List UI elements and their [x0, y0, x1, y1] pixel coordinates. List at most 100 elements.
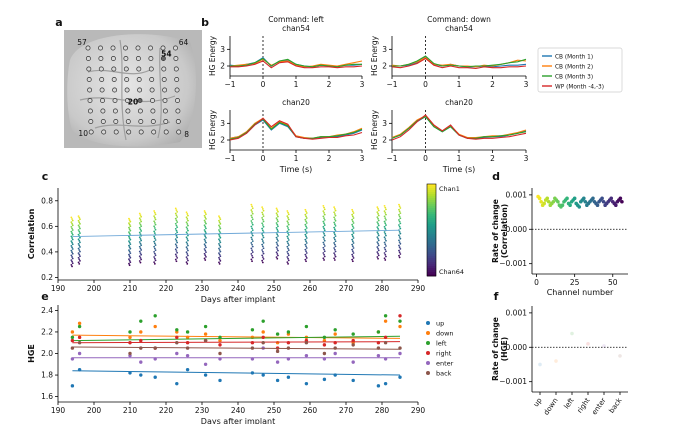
correlation-point [399, 253, 402, 255]
hge-point-down [398, 324, 402, 329]
correlation-point [129, 247, 132, 250]
correlation-point [218, 247, 220, 250]
series-line-cb-month-3- [392, 55, 527, 68]
correlation-point [305, 260, 307, 263]
electrode [87, 98, 93, 103]
colorbar-segment [427, 256, 436, 259]
electrode [86, 66, 92, 72]
correlation-point [138, 255, 141, 258]
plot-title: Command: left [268, 15, 324, 24]
electrode [100, 98, 105, 103]
electrode [86, 77, 92, 82]
colorbar-segment [427, 208, 436, 211]
highlighted-electrode [160, 56, 166, 61]
electrode [176, 129, 182, 135]
highlighted-electrode [137, 98, 143, 103]
correlation-point [276, 248, 279, 250]
correlation-point [128, 219, 131, 222]
y-tick-label: 0.001 [506, 308, 528, 317]
colorbar-segment [427, 230, 436, 233]
correlation-point [398, 239, 400, 242]
correlation-point [205, 218, 207, 220]
channel-rate-point [565, 196, 569, 201]
hge-point-back [175, 341, 179, 345]
correlation-point [186, 218, 189, 220]
correlation-point [305, 237, 308, 239]
correlation-point [79, 222, 81, 225]
correlation-point [352, 212, 355, 214]
correlation-point [351, 248, 354, 251]
panel-label-e: e [41, 290, 48, 303]
correlation-point [286, 256, 289, 258]
correlation-point [262, 252, 265, 255]
correlation-point [261, 243, 264, 246]
correlation-point [323, 206, 325, 209]
correlation-point [71, 233, 74, 236]
correlation-point [384, 222, 387, 225]
y-tick-label: 3 [220, 119, 225, 128]
x-tick-label: 250 [267, 406, 282, 415]
correlation-point [323, 253, 325, 256]
correlation-point [77, 219, 80, 222]
electrode [150, 119, 156, 124]
correlation-point [384, 206, 387, 209]
correlation-point [71, 229, 74, 231]
colorbar-segment [427, 222, 436, 225]
correlation-point [304, 213, 307, 216]
correlation-point [129, 229, 132, 232]
correlation-point [154, 259, 157, 262]
correlation-point [71, 218, 73, 220]
hge-point-down [218, 338, 222, 343]
correlation-point [287, 211, 289, 214]
correlation-point [153, 240, 156, 243]
correlation-point [385, 255, 387, 258]
panel-label-f: f [494, 290, 499, 303]
correlation-point [205, 246, 207, 249]
correlation-point [261, 216, 264, 219]
legend-label: CB (Month 1) [555, 54, 593, 60]
correlation-point [377, 239, 380, 242]
correlation-point [333, 218, 336, 220]
correlation-point [153, 242, 156, 245]
correlation-point [71, 219, 74, 222]
correlation-point [286, 220, 289, 223]
x-tick-label: 290 [411, 406, 426, 415]
hge-point-enter [203, 362, 208, 366]
correlation-point [305, 250, 307, 253]
correlation-point [204, 259, 207, 261]
correlation-point [139, 214, 142, 217]
correlation-point [154, 228, 157, 231]
correlation-point [219, 241, 222, 244]
x-tick-label: 3 [524, 154, 529, 163]
correlation-point [377, 242, 379, 245]
correlation-point [334, 209, 337, 212]
correlation-point [138, 236, 141, 239]
correlation-point [287, 244, 290, 246]
correlation-point [185, 246, 188, 249]
colorbar-top-label: Chan1 [439, 185, 460, 193]
correlation-point [140, 225, 143, 228]
correlation-point [205, 251, 207, 254]
correlation-point [218, 256, 220, 259]
correlation-point [203, 257, 206, 260]
correlation-point [154, 244, 157, 246]
correlation-point [71, 262, 74, 265]
correlation-point [305, 222, 308, 224]
correlation-point [261, 234, 264, 237]
legend-marker-back [426, 371, 430, 375]
correlation-point [140, 230, 143, 232]
electrode [110, 56, 116, 61]
correlation-point [70, 249, 73, 252]
hge-point-enter [304, 353, 309, 358]
correlation-point [383, 231, 386, 233]
hge-point-up [261, 373, 265, 377]
correlation-point [287, 239, 290, 241]
correlation-point [276, 209, 279, 211]
correlation-point [286, 235, 289, 238]
correlation-point [77, 252, 80, 255]
correlation-point [79, 241, 81, 244]
correlation-point [153, 261, 156, 264]
correlation-point [275, 222, 278, 224]
correlation-point [186, 262, 189, 265]
